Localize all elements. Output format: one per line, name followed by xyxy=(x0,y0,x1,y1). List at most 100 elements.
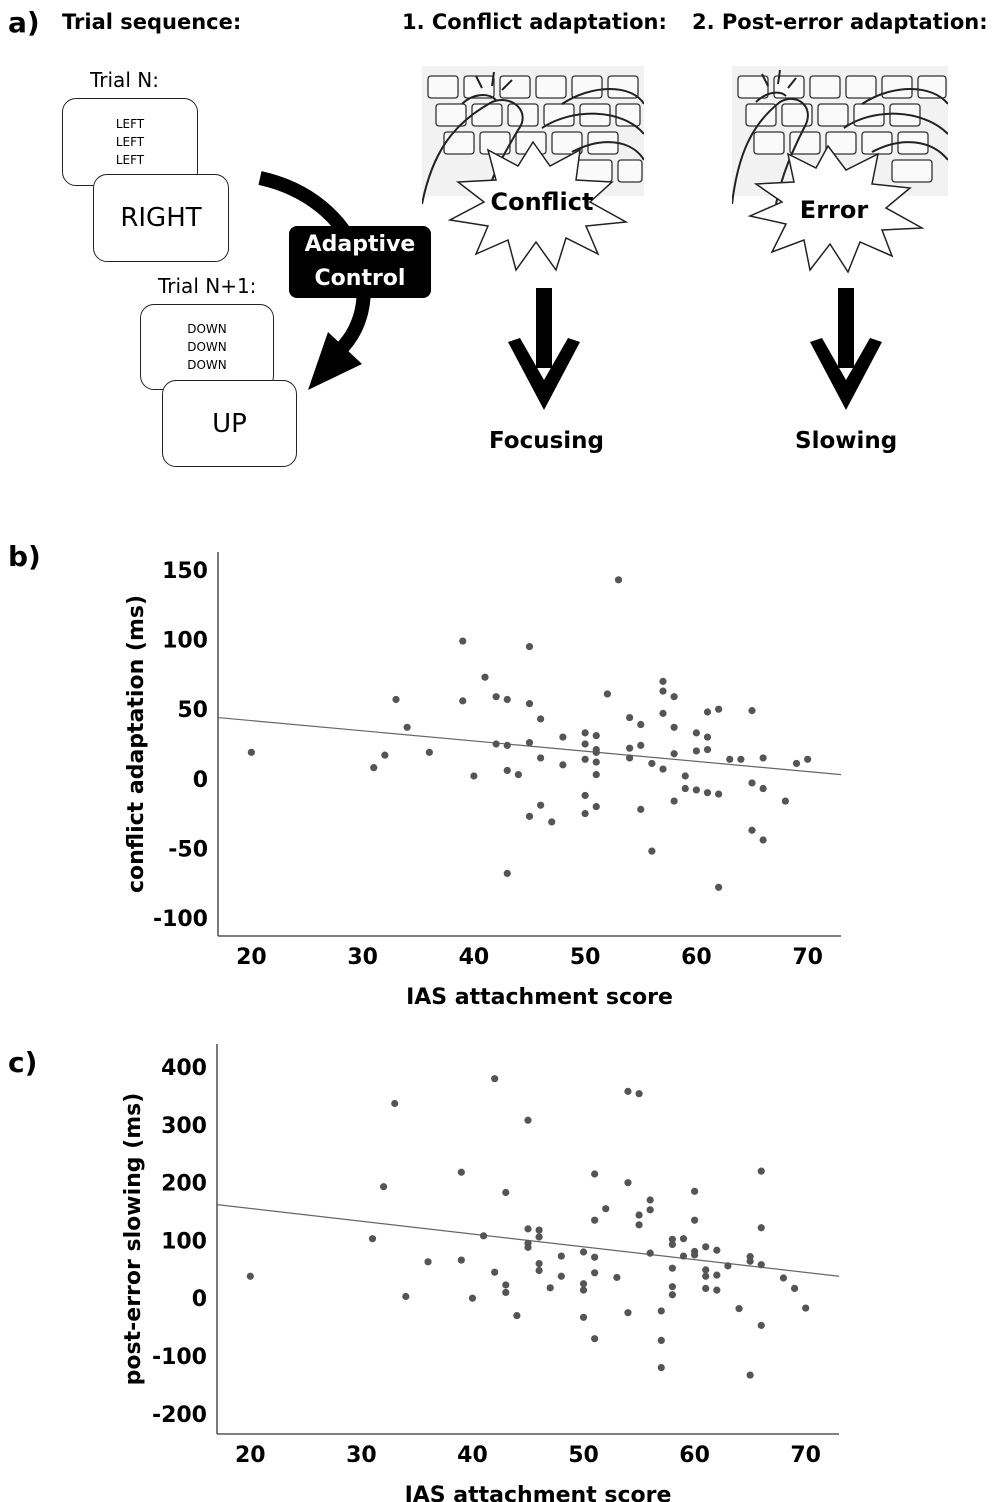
data-point xyxy=(392,695,400,704)
data-point xyxy=(502,1281,510,1289)
data-point xyxy=(479,1232,488,1240)
trial-n-target-card: RIGHT xyxy=(93,174,229,262)
data-point xyxy=(703,745,712,754)
y-tick-label: 200 xyxy=(161,1172,207,1197)
data-point xyxy=(425,748,433,756)
adaptive-control-label: Adaptive Control xyxy=(289,226,431,298)
y-tick-label: -50 xyxy=(168,837,208,862)
data-point xyxy=(247,748,255,756)
data-point xyxy=(525,700,534,708)
adaptive-control-line-1: Adaptive xyxy=(304,232,416,257)
data-point xyxy=(735,1305,743,1313)
data-point xyxy=(657,1307,665,1315)
data-point xyxy=(702,1266,710,1274)
data-point xyxy=(668,1264,676,1272)
data-point xyxy=(724,1262,732,1270)
data-point xyxy=(402,1292,410,1301)
adaptive-control-line-2: Control xyxy=(314,266,406,291)
trial-n-flanker-1: LEFT xyxy=(115,117,145,131)
data-point xyxy=(737,755,745,763)
data-point xyxy=(592,748,600,756)
data-point xyxy=(503,741,511,749)
data-point xyxy=(591,1335,599,1343)
data-point xyxy=(670,797,678,805)
data-point xyxy=(759,754,767,762)
error-keyboard-illustration: Error xyxy=(732,66,948,274)
data-point xyxy=(691,1216,699,1224)
data-point xyxy=(624,1179,632,1187)
data-point xyxy=(715,705,723,713)
conflict-adaptation-title: 1. Conflict adaptation: xyxy=(402,10,667,34)
data-point xyxy=(713,1271,721,1279)
x-axis-title: IAS attachment score xyxy=(405,1483,672,1502)
data-point xyxy=(403,723,411,731)
data-point xyxy=(524,1243,532,1251)
y-tick-label: -100 xyxy=(153,907,208,932)
y-tick-label: 100 xyxy=(162,629,208,654)
trial-n1-flanker-card: DOWN DOWN DOWN xyxy=(140,304,274,390)
panel-b-label: b) xyxy=(8,540,41,573)
y-tick-label: -100 xyxy=(152,1345,207,1370)
data-point xyxy=(537,801,545,809)
data-point xyxy=(537,754,545,762)
x-tick-label: 40 xyxy=(459,945,490,970)
data-point xyxy=(691,1251,699,1259)
trial-sequence-title: Trial sequence: xyxy=(62,10,242,34)
data-point xyxy=(391,1099,399,1108)
data-point xyxy=(691,1187,699,1195)
data-point xyxy=(759,784,767,793)
data-point xyxy=(670,750,678,758)
data-point xyxy=(746,1371,754,1379)
data-point xyxy=(492,740,500,748)
x-tick-label: 60 xyxy=(681,945,712,970)
data-point xyxy=(468,1294,477,1302)
data-point xyxy=(535,1259,543,1268)
data-point xyxy=(726,755,734,763)
data-point xyxy=(502,1188,510,1197)
y-tick-label: 100 xyxy=(161,1229,207,1254)
data-point xyxy=(524,1225,532,1233)
data-point xyxy=(581,740,589,748)
data-point xyxy=(592,771,600,779)
x-tick-label: 30 xyxy=(346,1443,377,1468)
data-point xyxy=(503,869,511,877)
data-point xyxy=(648,847,656,855)
data-point xyxy=(503,695,511,704)
data-point xyxy=(635,1090,643,1098)
trial-n-label: Trial N: xyxy=(90,68,159,92)
data-point xyxy=(491,1268,499,1276)
trial-n1-target: UP xyxy=(212,408,247,439)
y-tick-label: -200 xyxy=(152,1403,207,1428)
x-tick-label: 20 xyxy=(236,945,267,970)
conflict-burst-label: Conflict xyxy=(491,188,594,216)
data-point xyxy=(670,693,678,701)
x-axis-title: IAS attachment score xyxy=(406,985,673,1010)
conflict-keyboard-illustration: Conflict xyxy=(422,66,644,272)
data-point xyxy=(668,1291,676,1299)
trial-n1-label: Trial N+1: xyxy=(158,274,257,298)
focusing-label: Focusing xyxy=(489,428,604,454)
data-point xyxy=(459,697,467,705)
data-point xyxy=(514,771,522,779)
data-point xyxy=(659,765,667,773)
data-point xyxy=(380,1183,388,1191)
x-tick-label: 50 xyxy=(570,945,601,970)
data-point xyxy=(679,1235,688,1243)
data-point xyxy=(681,784,689,793)
data-point xyxy=(459,637,467,645)
trial-n-flanker-card: LEFT LEFT LEFT xyxy=(62,98,198,186)
y-axis-title: conflict adaptation (ms) xyxy=(124,595,149,893)
data-point xyxy=(681,772,689,780)
data-point xyxy=(457,1168,465,1176)
data-point xyxy=(648,759,656,768)
data-point xyxy=(757,1321,765,1329)
data-point xyxy=(659,677,667,685)
data-point xyxy=(702,1272,710,1280)
data-point xyxy=(668,1283,676,1291)
data-point xyxy=(624,1309,632,1317)
y-tick-label: 300 xyxy=(161,1114,207,1139)
data-point xyxy=(703,789,712,797)
data-point xyxy=(692,747,700,755)
x-tick-label: 70 xyxy=(792,945,823,970)
data-point xyxy=(659,709,667,717)
